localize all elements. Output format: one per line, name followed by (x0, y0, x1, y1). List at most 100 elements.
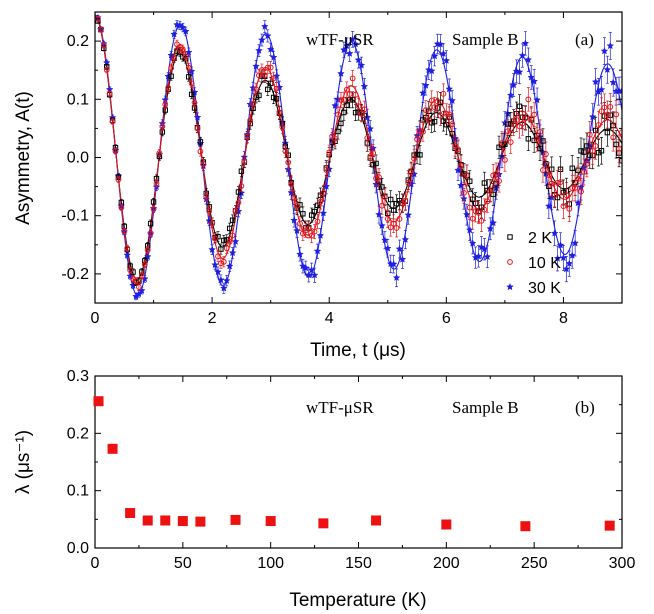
data-point (513, 117, 520, 123)
data-point (392, 273, 401, 282)
data-point (507, 139, 514, 146)
data-point (474, 252, 483, 260)
data-point (360, 82, 369, 90)
data-point (273, 96, 280, 102)
y-tick-label: -0.1 (61, 208, 89, 225)
data-point (581, 149, 587, 155)
data-point (437, 99, 444, 106)
data-point (461, 171, 467, 177)
x-tick-label: 8 (559, 310, 568, 327)
y-tick-label: 0.1 (67, 483, 89, 500)
data-point (618, 86, 622, 95)
data-point (338, 97, 344, 103)
data-point (150, 206, 157, 212)
data-point (601, 104, 608, 111)
data-point (548, 180, 555, 187)
data-point (258, 67, 265, 73)
data-point (211, 260, 219, 269)
data-point (437, 112, 444, 119)
x-tick-label: 4 (325, 310, 334, 327)
data-point (427, 66, 436, 75)
data-point (217, 275, 225, 284)
data-point (153, 180, 160, 187)
data-point (193, 113, 202, 121)
data-point (264, 64, 271, 71)
data-point (121, 228, 128, 235)
data-point (319, 209, 328, 217)
data-point (434, 98, 441, 105)
data-point (313, 247, 322, 255)
data-point (212, 235, 218, 242)
data-point (428, 97, 435, 104)
data-point (118, 204, 125, 211)
data-point (425, 117, 432, 123)
data-point (613, 111, 620, 118)
data-point (232, 208, 239, 215)
data-point (181, 27, 190, 35)
data-point (345, 49, 354, 57)
data-point (598, 148, 605, 154)
panel-a-technique-label: wTF-μSR (306, 30, 374, 49)
data-point (290, 216, 298, 224)
data-point (478, 217, 485, 224)
data-point (97, 26, 104, 33)
y-tick-label: 0.0 (67, 150, 89, 167)
data-point (225, 262, 234, 270)
data-point (188, 91, 195, 98)
data-point (401, 235, 410, 243)
data-point (468, 239, 477, 247)
data-point (589, 148, 596, 154)
data-point (358, 110, 365, 117)
data-point (591, 77, 600, 86)
data-point (462, 210, 471, 218)
data-point (218, 246, 224, 252)
data-point (430, 52, 439, 60)
data-point (373, 160, 379, 167)
data-point (559, 253, 568, 262)
data-point (440, 118, 447, 124)
data-point (261, 72, 268, 79)
data-point (443, 110, 450, 117)
data-point (282, 148, 289, 155)
panel-a-data-points (95, 13, 622, 301)
data-point (371, 515, 382, 526)
data-point (606, 41, 615, 50)
data-point (159, 123, 166, 130)
data-point (349, 97, 356, 103)
data-point (235, 189, 242, 195)
data-point (516, 103, 523, 109)
data-point (266, 45, 275, 53)
data-point (414, 136, 420, 143)
data-point (188, 80, 195, 87)
x-tick-label: 250 (521, 555, 548, 572)
data-point (373, 175, 379, 182)
data-point (109, 118, 116, 125)
data-point (519, 120, 526, 127)
data-point (179, 46, 186, 53)
data-point (481, 180, 488, 186)
data-point (586, 131, 593, 138)
data-point (560, 203, 567, 209)
data-point (346, 91, 353, 97)
data-point (604, 129, 611, 136)
data-point (533, 95, 541, 104)
data-point (493, 171, 500, 177)
data-point (405, 179, 412, 186)
data-point (335, 128, 341, 135)
data-point (515, 68, 524, 76)
data-point (361, 106, 368, 113)
data-point (364, 135, 371, 141)
data-point (177, 516, 188, 527)
data-point (448, 96, 457, 104)
data-point (609, 78, 618, 86)
data-point (253, 86, 259, 92)
data-point (610, 134, 617, 141)
data-point (230, 514, 241, 525)
data-point (516, 123, 523, 130)
data-point (436, 40, 445, 48)
data-point (343, 86, 350, 93)
data-point (566, 205, 573, 212)
panel-a-axis-ticks: 0 2 4 6 8 -0.2 -0.1 0.0 0.1 0.2 (61, 11, 622, 327)
data-point (357, 61, 366, 69)
data-point (308, 232, 315, 239)
